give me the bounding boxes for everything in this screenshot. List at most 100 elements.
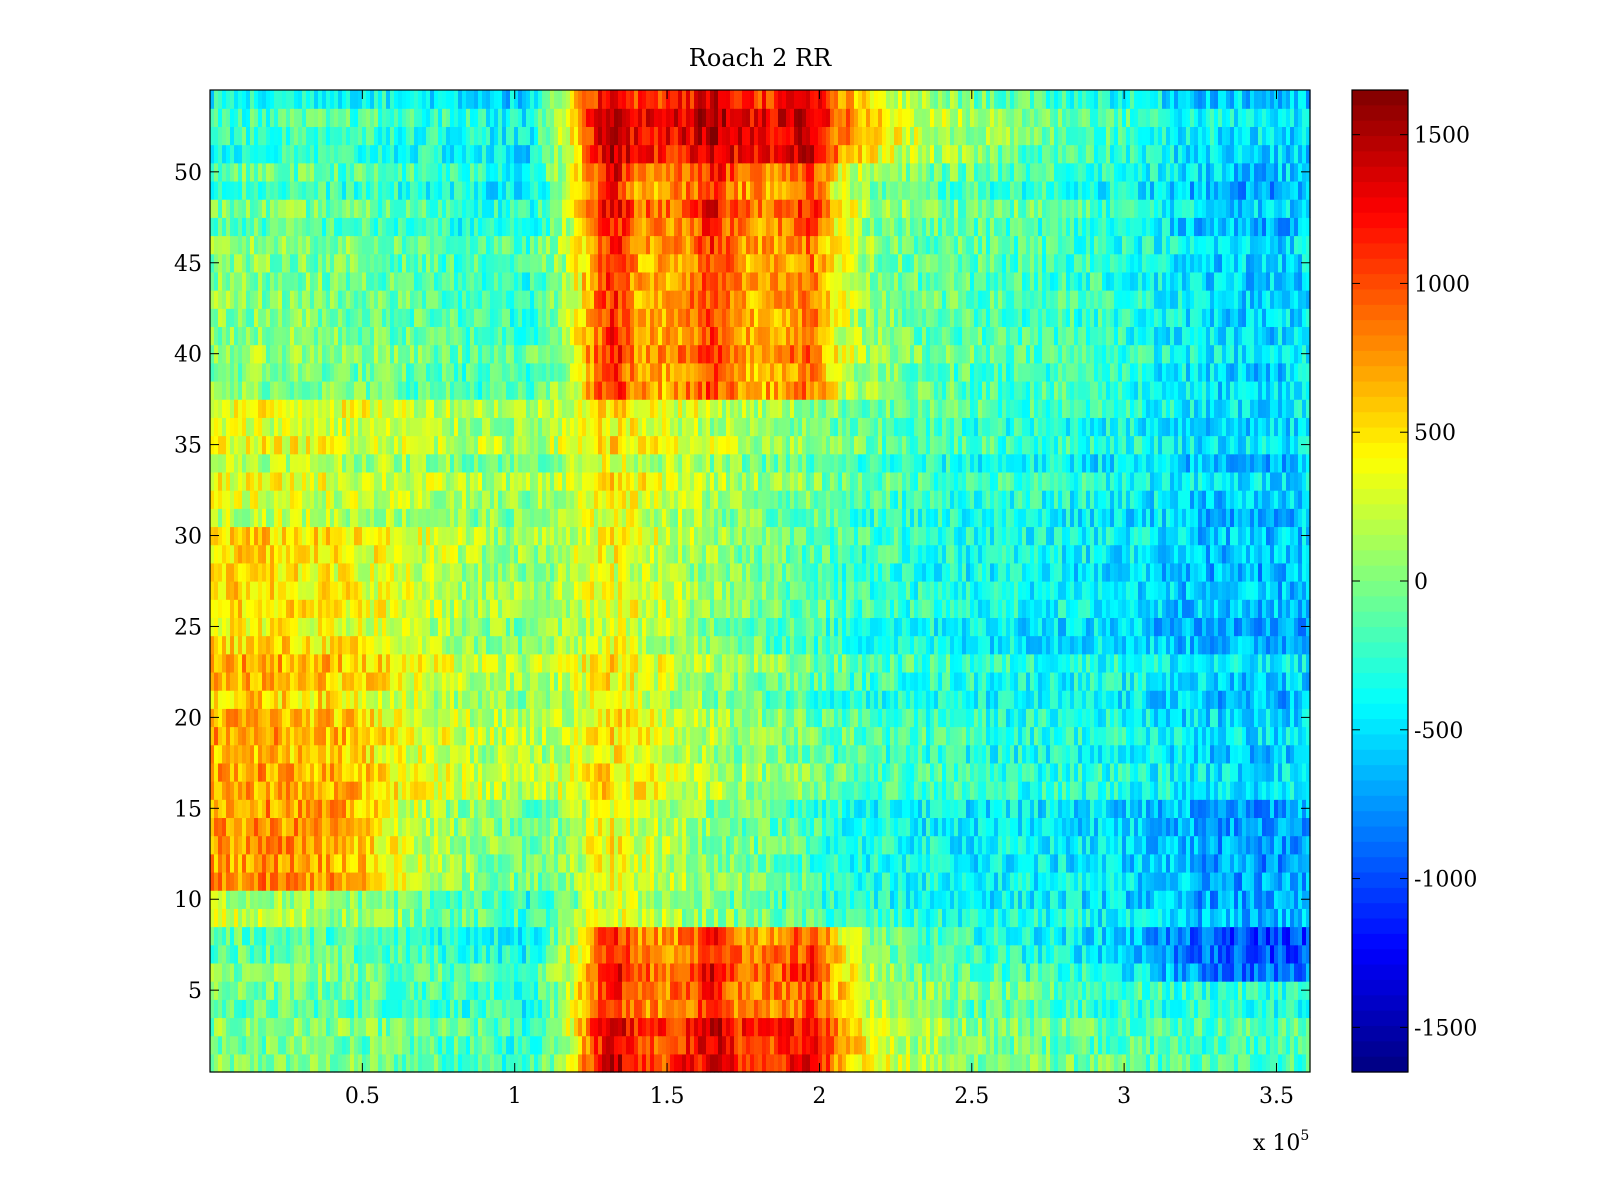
heatmap-cell xyxy=(1078,1017,1083,1037)
heatmap-cell xyxy=(598,744,603,764)
heatmap-cell xyxy=(1110,853,1115,873)
heatmap-cell xyxy=(1110,817,1115,837)
heatmap-cell xyxy=(1030,1035,1035,1055)
heatmap-cell xyxy=(238,799,243,819)
heatmap-cell xyxy=(1274,962,1279,982)
heatmap-cell xyxy=(310,871,315,891)
heatmap-cell xyxy=(1274,817,1279,837)
heatmap-cell xyxy=(530,981,535,1000)
heatmap-cell xyxy=(866,999,871,1019)
heatmap-cell xyxy=(1298,981,1303,1000)
heatmap-cell xyxy=(910,944,915,964)
heatmap-cell xyxy=(990,890,995,909)
heatmap-cell xyxy=(518,1035,523,1055)
heatmap-cell xyxy=(1194,890,1199,909)
heatmap-cell xyxy=(978,999,983,1019)
heatmap-cell xyxy=(1046,908,1051,928)
heatmap-cell xyxy=(234,871,239,891)
heatmap-cell xyxy=(934,981,939,1000)
heatmap-cell xyxy=(1014,799,1019,819)
heatmap-cell xyxy=(330,1053,335,1073)
heatmap-cell xyxy=(1142,762,1147,782)
heatmap-cell xyxy=(990,926,995,946)
heatmap-cell xyxy=(1082,890,1087,909)
heatmap-cell xyxy=(1054,799,1059,819)
heatmap-cell xyxy=(774,926,779,946)
heatmap-cell xyxy=(1114,817,1119,837)
heatmap-cell xyxy=(714,944,719,964)
heatmap-cell xyxy=(750,926,755,946)
heatmap-cell xyxy=(558,944,563,964)
heatmap-cell xyxy=(538,908,543,928)
heatmap-cell xyxy=(250,835,255,855)
heatmap-cell xyxy=(678,744,683,764)
heatmap-cell xyxy=(706,781,711,800)
heatmap-cell xyxy=(234,908,239,928)
heatmap-cell xyxy=(726,1017,731,1037)
heatmap-cell xyxy=(538,981,543,1000)
heatmap-cell xyxy=(906,890,911,909)
heatmap-cell xyxy=(1014,890,1019,909)
heatmap-cell xyxy=(1058,926,1063,946)
heatmap-cell xyxy=(578,1053,583,1073)
heatmap-cell xyxy=(446,944,451,964)
heatmap-cell xyxy=(794,817,799,837)
heatmap-cell xyxy=(526,744,531,764)
heatmap-cell xyxy=(698,890,703,909)
heatmap-cell xyxy=(1026,744,1031,764)
heatmap-cell xyxy=(826,1035,831,1055)
heatmap-cell xyxy=(246,1017,251,1037)
heatmap-cell xyxy=(1030,999,1035,1019)
heatmap-cell xyxy=(434,817,439,837)
heatmap-cell xyxy=(634,926,639,946)
heatmap-cell xyxy=(862,944,867,964)
heatmap-cell xyxy=(678,962,683,982)
heatmap-cell xyxy=(842,871,847,891)
heatmap-cell xyxy=(234,744,239,764)
heatmap-cell xyxy=(858,981,863,1000)
heatmap-cell xyxy=(1002,781,1007,800)
heatmap-cell xyxy=(514,853,519,873)
heatmap-cell xyxy=(954,799,959,819)
heatmap-cell xyxy=(1166,1035,1171,1055)
heatmap-cell xyxy=(918,1017,923,1037)
heatmap-cell xyxy=(714,981,719,1000)
heatmap-cell xyxy=(378,817,383,837)
heatmap-cell xyxy=(670,871,675,891)
heatmap-cell xyxy=(1238,944,1243,964)
heatmap-cell xyxy=(1222,890,1227,909)
heatmap-cell xyxy=(1210,817,1215,837)
heatmap-cell xyxy=(674,1053,679,1073)
heatmap-cell xyxy=(470,817,475,837)
heatmap-cell xyxy=(1106,853,1111,873)
heatmap-cell xyxy=(914,835,919,855)
heatmap-cell xyxy=(1246,981,1251,1000)
heatmap-cell xyxy=(306,908,311,928)
heatmap-cell xyxy=(946,817,951,837)
heatmap-cell xyxy=(342,781,347,800)
heatmap-cell xyxy=(362,781,367,800)
heatmap-cell xyxy=(862,999,867,1019)
heatmap-cell xyxy=(1090,762,1095,782)
heatmap-cell xyxy=(262,817,267,837)
heatmap-cell xyxy=(1294,817,1299,837)
heatmap-cell xyxy=(374,726,379,746)
heatmap-cell xyxy=(410,944,415,964)
heatmap-cell xyxy=(966,1053,971,1073)
heatmap-cell xyxy=(306,962,311,982)
heatmap-cell xyxy=(846,1053,851,1073)
heatmap-cell xyxy=(714,871,719,891)
heatmap-cell xyxy=(958,962,963,982)
heatmap-cell xyxy=(414,999,419,1019)
heatmap-cell xyxy=(582,944,587,964)
heatmap-cell xyxy=(734,999,739,1019)
heatmap-cell xyxy=(594,890,599,909)
heatmap-cell xyxy=(934,762,939,782)
heatmap-cell xyxy=(854,762,859,782)
heatmap-cell xyxy=(1146,781,1151,800)
heatmap-cell xyxy=(826,890,831,909)
heatmap-cell xyxy=(974,981,979,1000)
heatmap-cell xyxy=(834,999,839,1019)
heatmap-cell xyxy=(718,781,723,800)
heatmap-cell xyxy=(1018,871,1023,891)
